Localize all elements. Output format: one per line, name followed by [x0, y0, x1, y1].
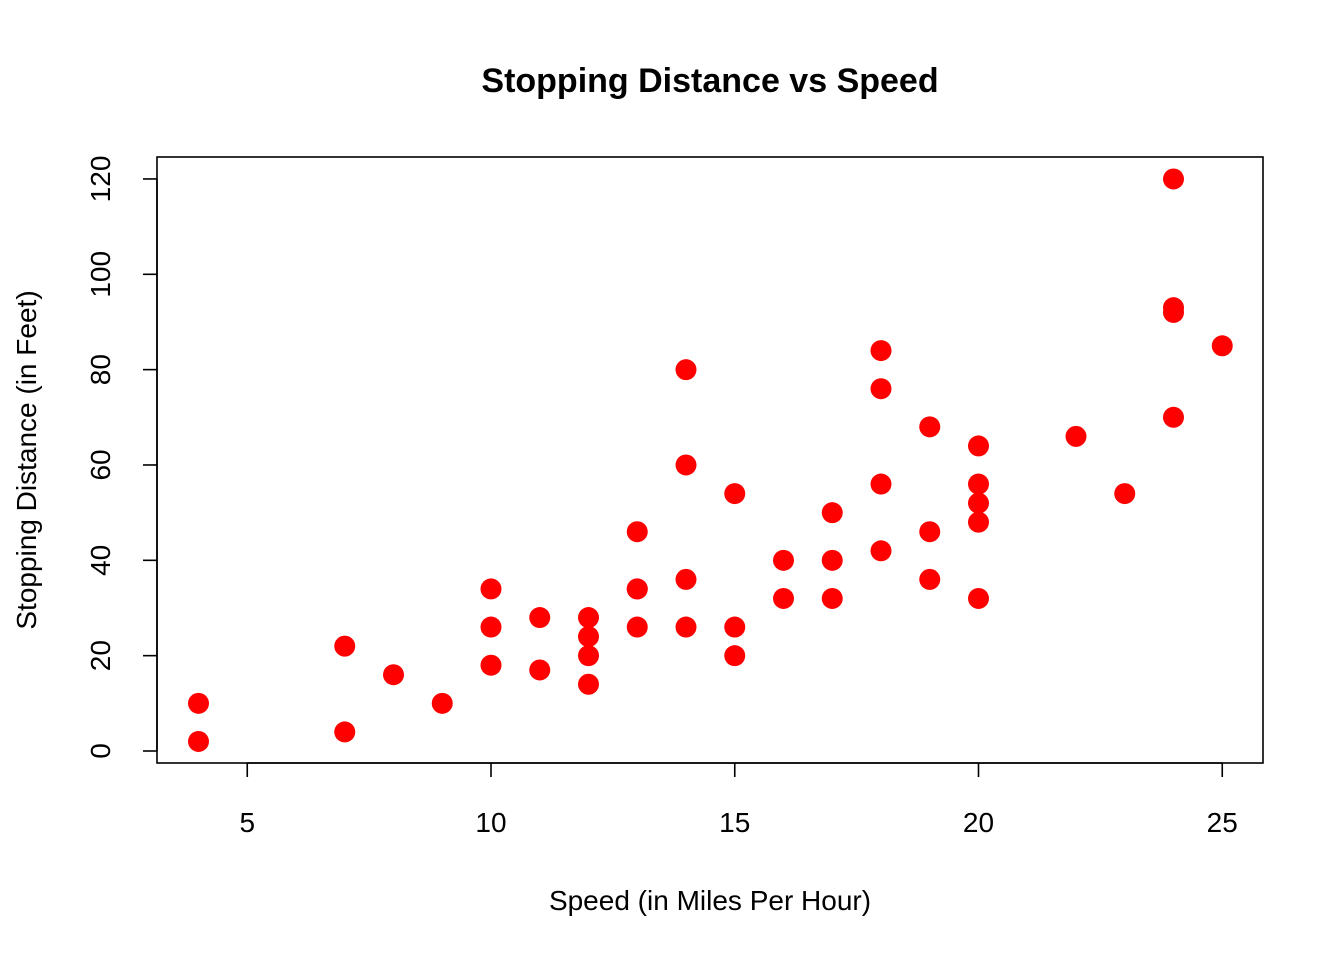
- x-tick-label: 10: [475, 807, 506, 838]
- data-point: [188, 730, 209, 752]
- x-axis: 5 10 15 20 25: [239, 762, 1238, 838]
- data-point: [1163, 406, 1184, 428]
- data-point: [919, 568, 941, 590]
- data-point: [578, 645, 599, 667]
- data-point: [870, 340, 892, 362]
- data-point: [968, 435, 989, 457]
- data-point: [529, 607, 551, 629]
- y-tick-label: 0: [85, 743, 116, 759]
- data-point: [724, 483, 746, 505]
- data-point: [675, 359, 697, 381]
- data-point: [919, 416, 941, 438]
- chart-title: Stopping Distance vs Speed: [481, 62, 938, 100]
- data-point: [1163, 297, 1184, 319]
- data-point: [968, 587, 989, 609]
- y-tick-label: 120: [85, 156, 116, 203]
- data-point: [968, 511, 989, 533]
- x-tick-label: 25: [1207, 807, 1238, 838]
- plot-frame: [156, 156, 1264, 764]
- data-point: [1065, 425, 1087, 447]
- data-point: [529, 659, 551, 681]
- y-tick-label: 40: [85, 545, 116, 576]
- x-tick-label: 15: [719, 807, 750, 838]
- data-point: [431, 692, 453, 714]
- data-point: [821, 587, 843, 609]
- data-point: [724, 645, 746, 667]
- data-point: [821, 502, 843, 524]
- data-point: [773, 587, 794, 609]
- data-point: [968, 492, 989, 514]
- data-point: [383, 664, 404, 686]
- data-point: [188, 692, 209, 714]
- data-point: [870, 540, 892, 562]
- data-point: [1211, 335, 1233, 357]
- data-point: [480, 654, 502, 676]
- data-point: [578, 626, 599, 648]
- data-point: [675, 616, 697, 638]
- data-point: [675, 568, 697, 590]
- y-axis: 0 20 40 60 80 100 120: [85, 156, 158, 759]
- data-point: [968, 473, 989, 495]
- data-point: [870, 378, 892, 400]
- data-point: [773, 549, 794, 571]
- data-points: [188, 168, 1233, 752]
- data-point: [626, 521, 648, 543]
- data-point: [480, 616, 502, 638]
- data-point: [1114, 483, 1136, 505]
- x-tick-label: 20: [963, 807, 994, 838]
- data-point: [724, 616, 746, 638]
- data-point: [1163, 168, 1184, 190]
- data-point: [480, 578, 502, 600]
- data-point: [870, 473, 892, 495]
- data-point: [626, 578, 648, 600]
- data-point: [919, 521, 941, 543]
- data-point: [578, 673, 599, 695]
- data-point: [334, 721, 356, 743]
- y-tick-label: 20: [85, 640, 116, 671]
- x-tick-label: 5: [239, 807, 255, 838]
- data-point: [578, 607, 599, 629]
- data-point: [821, 549, 843, 571]
- x-axis-label: Speed (in Miles Per Hour): [549, 885, 871, 916]
- y-tick-label: 80: [85, 354, 116, 385]
- data-point: [334, 635, 356, 657]
- data-point: [675, 454, 697, 476]
- y-axis-label: Stopping Distance (in Feet): [11, 290, 42, 629]
- y-tick-label: 100: [85, 251, 116, 298]
- data-point: [626, 616, 648, 638]
- y-tick-label: 60: [85, 449, 116, 480]
